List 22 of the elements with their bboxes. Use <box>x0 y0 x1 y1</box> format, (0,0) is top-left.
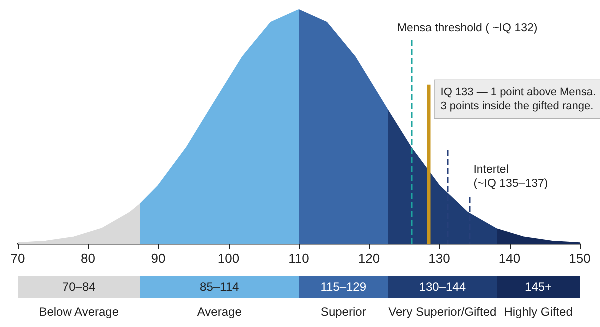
x-tick-label: 140 <box>498 251 521 266</box>
x-tick-label: 130 <box>428 251 450 266</box>
ref-line-label: IQ 133 — 1 point above Mensa. 3 points inside the gifted range. <box>440 86 596 112</box>
x-tick-label: 110 <box>288 251 310 266</box>
text: 70–84 <box>62 280 96 294</box>
x-tick-label: 90 <box>151 251 166 266</box>
text: Highly Gifted <box>504 305 573 319</box>
text: 130–144 <box>419 280 466 294</box>
x-tick-label: 80 <box>81 251 96 266</box>
text: 145+ <box>525 280 552 294</box>
x-tick-label: 70 <box>10 251 26 266</box>
x-tick-label: 120 <box>358 251 380 266</box>
text: 85–114 <box>200 280 240 294</box>
text: Very Superior/Gifted <box>388 305 497 319</box>
x-tick-label: 100 <box>218 251 240 266</box>
x-tick-label: 150 <box>569 251 591 266</box>
ref-line-label: Intertel (~IQ 135–137) <box>474 164 548 190</box>
text: Superior <box>320 305 366 319</box>
text: 115–129 <box>320 280 367 294</box>
text: Below Average <box>39 305 120 319</box>
text: Average <box>197 305 242 319</box>
ref-line-label: Mensa threshold ( ~IQ 132) <box>397 22 538 34</box>
